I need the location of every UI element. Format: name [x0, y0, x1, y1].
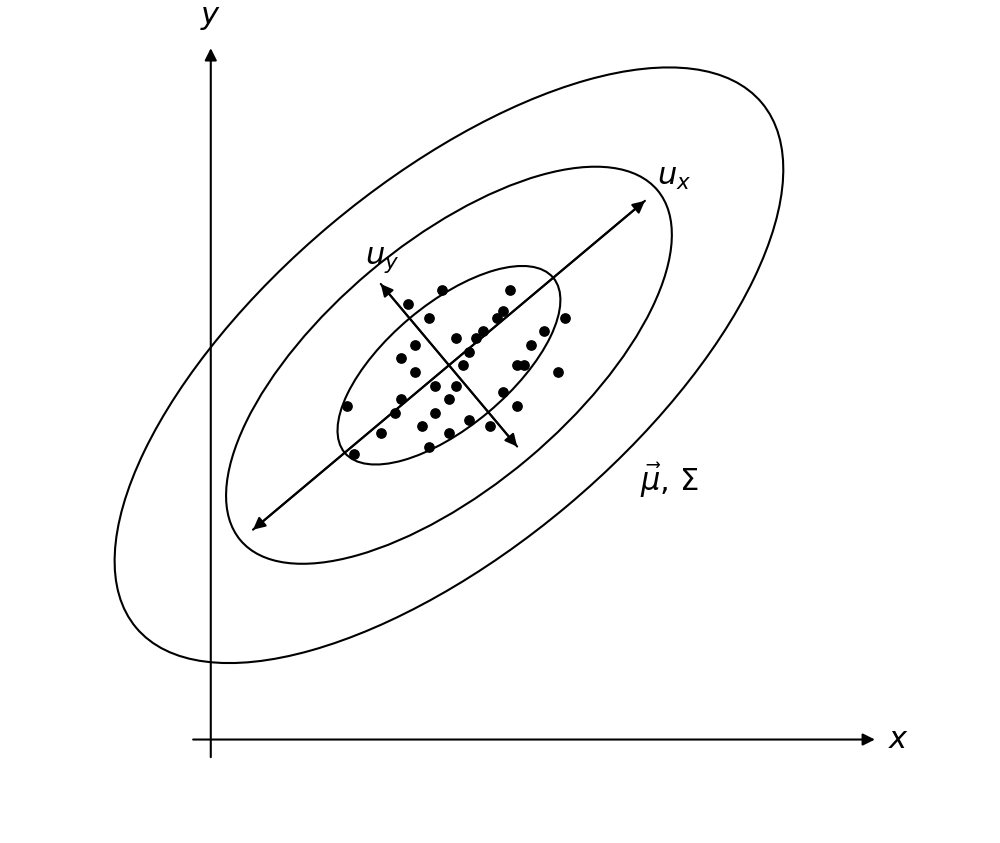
Point: [421, 311, 437, 325]
Point: [427, 379, 443, 392]
Point: [489, 311, 505, 325]
Text: $y$: $y$: [200, 3, 221, 32]
Point: [495, 386, 511, 400]
Point: [502, 283, 518, 297]
Point: [468, 331, 484, 345]
Point: [550, 365, 566, 379]
Point: [441, 393, 457, 406]
Point: [407, 338, 423, 352]
Point: [434, 283, 450, 297]
Point: [482, 420, 498, 433]
Point: [475, 325, 491, 338]
Point: [339, 400, 355, 413]
Point: [441, 427, 457, 440]
Point: [448, 331, 464, 345]
Point: [373, 427, 389, 440]
Point: [448, 379, 464, 392]
Point: [516, 358, 532, 372]
Point: [461, 345, 477, 358]
Text: $u_y$: $u_y$: [365, 245, 399, 275]
Text: $\vec{\mu}$, $\Sigma$: $\vec{\mu}$, $\Sigma$: [640, 461, 698, 501]
Point: [421, 440, 437, 454]
Point: [400, 298, 416, 311]
Point: [495, 304, 511, 318]
Point: [509, 358, 525, 372]
Point: [536, 325, 552, 338]
Point: [455, 358, 471, 372]
Point: [387, 406, 403, 420]
Point: [557, 311, 573, 325]
Text: $x$: $x$: [888, 725, 909, 754]
Point: [346, 447, 362, 460]
Point: [407, 365, 423, 379]
Point: [393, 393, 409, 406]
Point: [461, 413, 477, 427]
Text: $u_x$: $u_x$: [657, 164, 691, 192]
Point: [414, 420, 430, 433]
Point: [427, 406, 443, 420]
Point: [393, 352, 409, 365]
Point: [509, 400, 525, 413]
Point: [523, 338, 539, 352]
